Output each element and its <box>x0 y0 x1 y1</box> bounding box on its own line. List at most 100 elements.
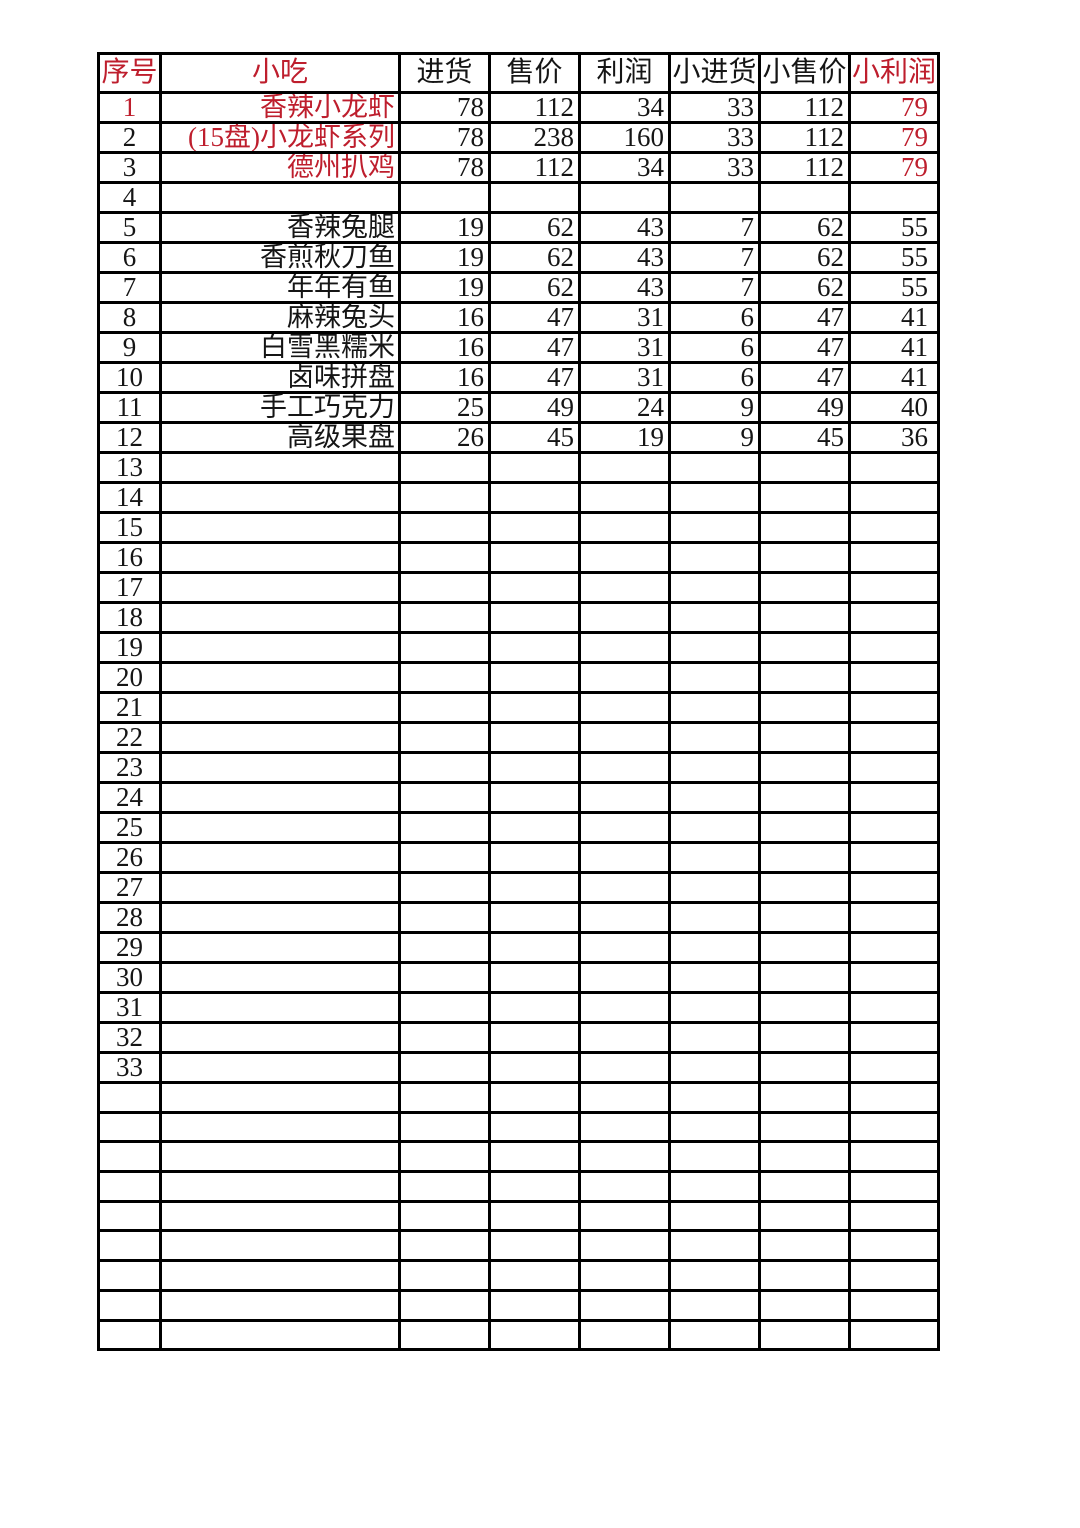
cell-sale-price <box>488 601 581 634</box>
cell-small-profit: 41 <box>848 301 940 334</box>
cell-small-sale <box>758 841 851 874</box>
cell-small-sale <box>758 181 851 214</box>
cell-small-purchase <box>668 1318 761 1352</box>
cell-small-sale <box>758 1318 851 1352</box>
cell-purchase: 16 <box>398 331 491 364</box>
cell-index: 31 <box>97 991 162 1024</box>
cell-snack-name <box>159 1288 401 1322</box>
cell-purchase: 78 <box>398 91 491 124</box>
cell-small-profit <box>848 751 940 784</box>
cell-snack-name: 卤味拼盘 <box>159 361 401 394</box>
cell-snack-name <box>159 1170 401 1203</box>
cell-small-profit <box>848 1021 940 1054</box>
cell-small-purchase <box>668 631 761 664</box>
cell-snack-name <box>159 661 401 694</box>
cell-small-profit <box>848 181 940 214</box>
table-row: 18 <box>97 601 940 634</box>
cell-profit: 31 <box>578 301 671 334</box>
cell-small-profit: 79 <box>848 91 940 124</box>
cell-small-profit: 36 <box>848 421 940 454</box>
table-row <box>97 1170 940 1203</box>
cell-snack-name: 年年有鱼 <box>159 271 401 304</box>
cell-index: 15 <box>97 511 162 544</box>
cell-small-sale <box>758 511 851 544</box>
cell-small-purchase <box>668 751 761 784</box>
cell-index: 8 <box>97 301 162 334</box>
cell-small-profit <box>848 1110 940 1144</box>
cell-sale-price: 112 <box>488 151 581 184</box>
cell-profit <box>578 1021 671 1054</box>
cell-small-purchase: 33 <box>668 121 761 154</box>
cell-small-purchase: 7 <box>668 241 761 274</box>
table-row: 15 <box>97 511 940 544</box>
cell-small-purchase <box>668 1051 761 1084</box>
cell-small-purchase: 33 <box>668 151 761 184</box>
cell-sale-price: 47 <box>488 361 581 394</box>
cell-index: 27 <box>97 871 162 904</box>
cell-index: 22 <box>97 721 162 754</box>
cell-small-profit <box>848 1081 940 1114</box>
cell-profit: 43 <box>578 271 671 304</box>
table-row: 10 卤味拼盘 16 47 31 6 47 41 <box>97 361 940 394</box>
cell-small-purchase: 6 <box>668 361 761 394</box>
cell-sale-price <box>488 1199 581 1233</box>
cell-profit <box>578 481 671 514</box>
cell-sale-price: 45 <box>488 421 581 454</box>
cell-purchase <box>398 691 491 724</box>
cell-small-sale <box>758 871 851 904</box>
cell-index: 18 <box>97 601 162 634</box>
cell-profit: 24 <box>578 391 671 424</box>
table-row: 3 德州扒鸡 78 112 34 33 112 79 <box>97 151 940 184</box>
table-row: 4 <box>97 181 940 214</box>
cell-small-purchase <box>668 721 761 754</box>
cell-purchase <box>398 1199 491 1233</box>
cell-small-purchase <box>668 1199 761 1233</box>
cell-sale-price <box>488 1259 581 1292</box>
cell-sale-price <box>488 841 581 874</box>
cell-sale-price: 112 <box>488 91 581 124</box>
cell-sale-price <box>488 1229 581 1263</box>
cell-small-profit <box>848 721 940 754</box>
cell-index: 16 <box>97 541 162 574</box>
cell-sale-price <box>488 991 581 1024</box>
cell-small-profit <box>848 1318 940 1352</box>
cell-profit <box>578 1051 671 1084</box>
table-row: 29 <box>97 931 940 964</box>
cell-profit: 160 <box>578 121 671 154</box>
column-header-purchase: 进货 <box>398 52 491 94</box>
cell-index: 7 <box>97 271 162 304</box>
table-row: 31 <box>97 991 940 1024</box>
cell-small-purchase <box>668 931 761 964</box>
cell-index: 28 <box>97 901 162 934</box>
cell-profit <box>578 1288 671 1322</box>
cell-small-sale: 112 <box>758 91 851 124</box>
cell-small-profit: 55 <box>848 271 940 304</box>
cell-profit <box>578 1110 671 1144</box>
table-row: 13 <box>97 451 940 484</box>
cell-small-profit: 41 <box>848 331 940 364</box>
cell-index: 33 <box>97 1051 162 1084</box>
cell-profit <box>578 1170 671 1203</box>
table-row: 33 <box>97 1051 940 1084</box>
cell-small-purchase: 7 <box>668 271 761 304</box>
cell-small-purchase: 6 <box>668 301 761 334</box>
cell-profit: 19 <box>578 421 671 454</box>
cell-small-profit <box>848 541 940 574</box>
cell-snack-name <box>159 991 401 1024</box>
cell-profit <box>578 1140 671 1174</box>
cell-small-purchase <box>668 1259 761 1292</box>
table-row <box>97 1229 940 1263</box>
cell-small-sale <box>758 631 851 664</box>
cell-profit <box>578 181 671 214</box>
table-row: 5 香辣兔腿 19 62 43 7 62 55 <box>97 211 940 244</box>
cell-sale-price <box>488 661 581 694</box>
cell-snack-name: 香煎秋刀鱼 <box>159 241 401 274</box>
table-row <box>97 1140 940 1174</box>
cell-purchase <box>398 1110 491 1144</box>
cell-small-sale <box>758 1081 851 1114</box>
cell-purchase <box>398 181 491 214</box>
cell-sale-price <box>488 811 581 844</box>
cell-index: 2 <box>97 121 162 154</box>
cell-snack-name <box>159 811 401 844</box>
cell-purchase: 19 <box>398 271 491 304</box>
